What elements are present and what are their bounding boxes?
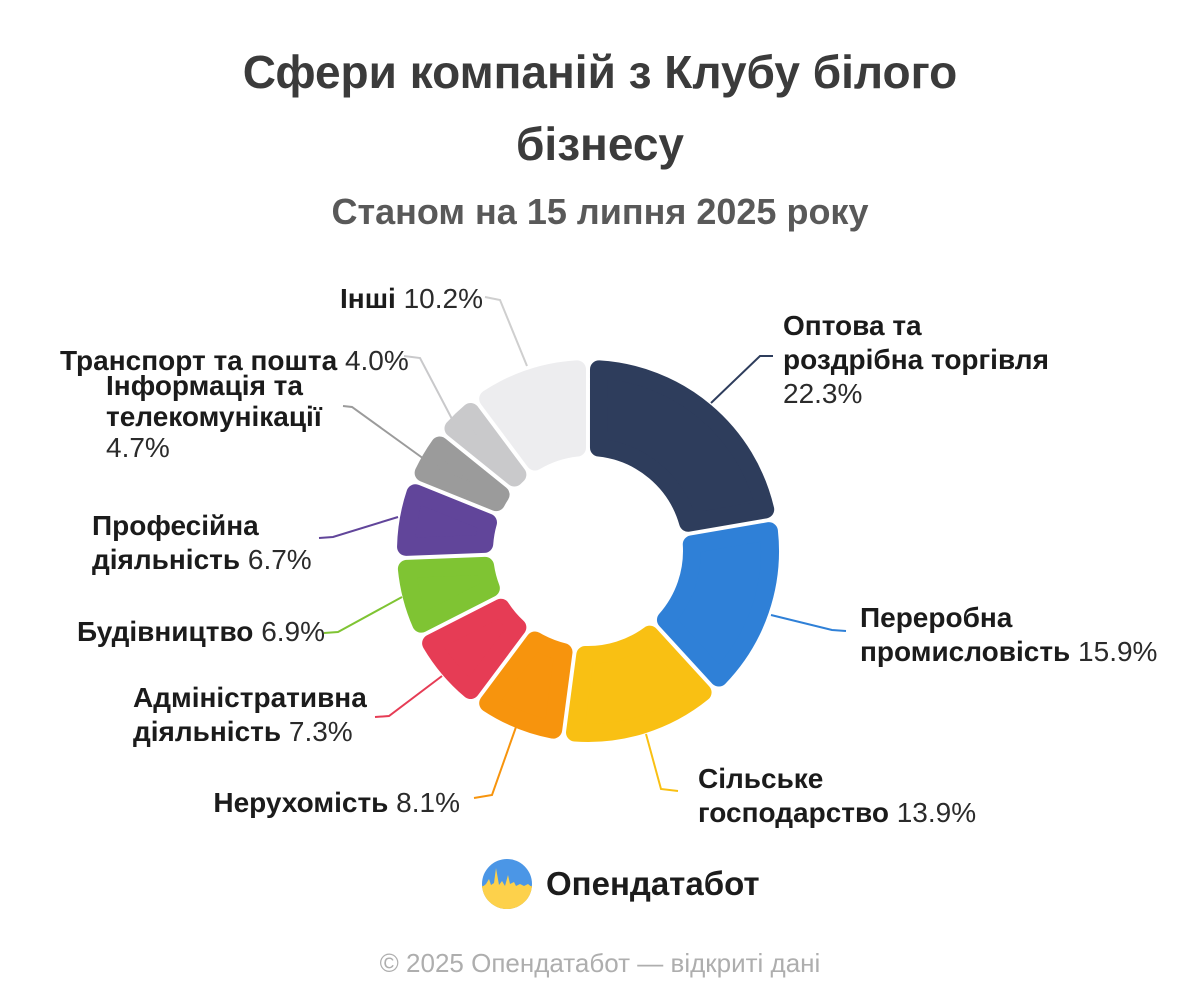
- leader-line-manufacturing: [770, 614, 847, 632]
- leader-line-real-estate: [473, 726, 517, 799]
- chart-label-wholesale-retail-trade: Оптова та роздрібна торгівля 22.3%: [783, 309, 1049, 411]
- chart-label-line: Оптова та: [783, 310, 922, 341]
- chart-label-manufacturing: Переробна промисловість 15.9%: [860, 601, 1157, 669]
- chart-label-transport-post: Транспорт та пошта 4.0%: [60, 344, 409, 378]
- donut-segment-professional-activity: [397, 484, 497, 556]
- chart-label-line: діяльність 6.7%: [92, 544, 312, 575]
- chart-label-line: телекомунікації: [106, 401, 322, 432]
- chart-label-line: Нерухомість 8.1%: [213, 787, 460, 818]
- chart-label-line: 4.7%: [106, 432, 170, 463]
- donut-segment-manufacturing: [656, 522, 779, 687]
- donut-segment-wholesale-retail-trade: [589, 360, 775, 532]
- brand-row: Опендатабот: [481, 858, 760, 910]
- chart-label-line: Адміністративна: [133, 682, 367, 713]
- leader-line-agriculture: [645, 733, 679, 792]
- chart-label-other: Інші 10.2%: [340, 282, 483, 316]
- chart-label-professional-activity: Професійна діяльність 6.7%: [92, 509, 312, 577]
- donut-segment-administrative-activity: [422, 598, 527, 700]
- chart-label-line: Транспорт та пошта 4.0%: [60, 345, 409, 376]
- leader-line-wholesale-retail-trade: [710, 355, 773, 404]
- opendatabot-logo-icon: [482, 859, 532, 909]
- leader-line-construction: [323, 596, 403, 634]
- chart-label-agriculture: Сільське господарство 13.9%: [698, 762, 976, 830]
- leader-line-it-telecom: [342, 405, 425, 460]
- chart-label-real-estate: Нерухомість 8.1%: [213, 786, 460, 820]
- chart-title: Сфери компаній з Клубу білого бізнесу: [242, 46, 958, 170]
- chart-label-line: промисловість 15.9%: [860, 636, 1158, 667]
- donut-segment-real-estate: [479, 631, 573, 739]
- leader-line-transport-post: [403, 355, 453, 420]
- chart-label-line: Сільське: [698, 763, 824, 794]
- donut-segment-agriculture: [566, 625, 712, 742]
- chart-label-line: Переробна: [860, 602, 1013, 633]
- chart-label-line: роздрібна торгівля: [783, 344, 1049, 375]
- chart-label-it-telecom: Інформація та телекомунікації 4.7%: [106, 370, 322, 463]
- leader-line-administrative-activity: [374, 675, 443, 718]
- chart-label-line: діяльність 7.3%: [133, 716, 353, 747]
- brand-name: Опендатабот: [546, 865, 760, 902]
- chart-label-line: Будівництво 6.9%: [77, 616, 326, 647]
- donut-segment-construction: [397, 556, 500, 633]
- chart-label-line: 22.3%: [783, 378, 863, 409]
- footer-copyright: © 2025 Опендатабот — відкриті дані: [379, 948, 821, 978]
- donut-segment-it-telecom: [414, 436, 510, 512]
- donut-segment-other: [479, 360, 587, 471]
- chart-label-construction: Будівництво 6.9%: [77, 615, 325, 649]
- chart-label-line: Інші 10.2%: [340, 283, 483, 314]
- leader-line-other: [484, 296, 528, 367]
- chart-label-line: Професійна: [92, 510, 259, 541]
- chart-label-line: господарство 13.9%: [698, 797, 977, 828]
- chart-label-administrative-activity: Адміністративна діяльність 7.3%: [133, 681, 367, 749]
- chart-subtitle: Станом на 15 липня 2025 року: [331, 191, 869, 232]
- chart-label-line: Інформація та: [106, 370, 303, 401]
- leader-line-professional-activity: [318, 516, 399, 539]
- donut-segment-transport-post: [444, 402, 527, 487]
